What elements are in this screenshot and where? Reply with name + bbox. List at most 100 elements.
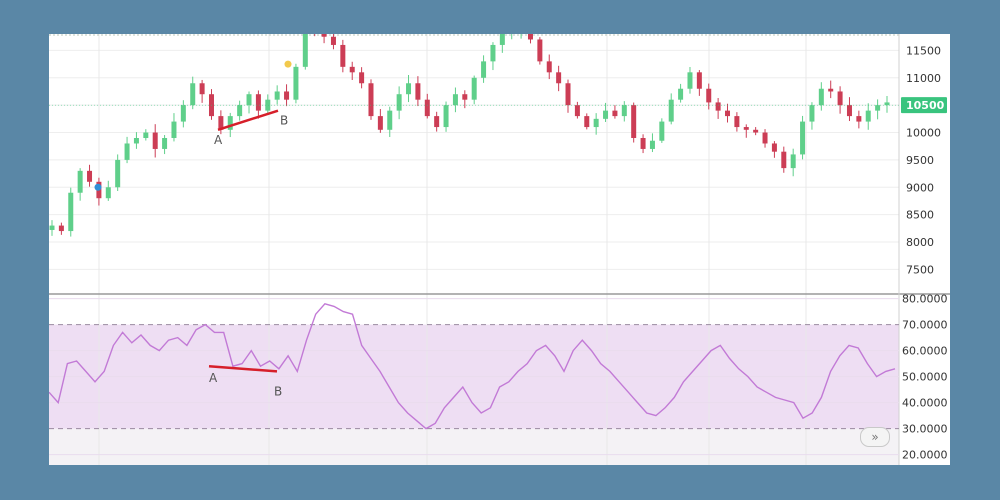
candle-body [284, 91, 290, 100]
candle-body [180, 105, 186, 122]
candle-body [790, 154, 796, 169]
candle-body [865, 110, 871, 122]
candle-body [237, 105, 243, 117]
candle-body [143, 132, 149, 138]
candle-body [349, 66, 355, 73]
price-axis-tick-label: 9000 [906, 181, 934, 194]
candle-body [649, 140, 655, 149]
candle-body [762, 132, 768, 144]
chart-svg: A B 11500 11000 10500 10000 9500 9000 8500 8000 75… [49, 34, 950, 465]
candle-body [462, 94, 468, 100]
candle-body [218, 116, 224, 130]
scroll-to-latest-button[interactable]: » [860, 427, 890, 447]
candle-body [612, 110, 618, 117]
current-price-label: 10500 [906, 99, 945, 112]
candle-body [781, 151, 787, 169]
candle-body [546, 61, 552, 73]
rsi-axis-tick-label: 80.0000 [902, 293, 948, 306]
candle-body [771, 143, 777, 152]
candle-body [227, 116, 233, 130]
candle-body [659, 121, 665, 141]
candle-body [809, 105, 815, 122]
candle-body [105, 187, 111, 199]
candle-body [668, 99, 674, 122]
candle-body [190, 83, 196, 106]
candle-body [565, 83, 571, 106]
candle-body [293, 66, 299, 100]
rsi-axis-tick-label: 70.0000 [902, 319, 948, 332]
rsi-axis-tick-label: 40.0000 [902, 397, 948, 410]
candle-body [696, 72, 702, 89]
candle-body [715, 102, 721, 111]
candle-body [490, 44, 496, 62]
candle-body [171, 121, 177, 138]
candle-body [678, 88, 684, 100]
candle-body [884, 102, 890, 106]
rsi-axis-tick-label: 30.0000 [902, 423, 948, 436]
candle-body [687, 72, 693, 89]
candle-body [396, 94, 402, 111]
candle-body [387, 110, 393, 130]
candle-body [406, 83, 412, 95]
candle-body [603, 110, 609, 119]
candle-body [124, 143, 130, 160]
price-axis-tick-label: 11500 [906, 44, 941, 57]
candle-body [246, 94, 252, 106]
candle-body [818, 88, 824, 106]
candle-body [725, 110, 731, 117]
candle-body [359, 72, 365, 84]
candle-body [321, 34, 327, 37]
rsi-line [49, 303, 896, 430]
candle-body [162, 138, 168, 149]
candle-body [199, 83, 205, 95]
candle-body [556, 72, 562, 84]
candle-body [471, 77, 477, 100]
rsi-axis-tick-label: 60.0000 [902, 345, 948, 358]
candle-body [593, 118, 599, 128]
yellow-signal-marker [284, 60, 292, 68]
candle-body [584, 116, 590, 128]
candle-body [115, 159, 121, 188]
price-trendline-ab [217, 109, 279, 131]
candle-body [340, 44, 346, 67]
candle-body [452, 94, 458, 106]
candle-body [274, 91, 280, 100]
candle-body [706, 88, 712, 103]
candle-body [537, 39, 543, 62]
candle-body [640, 138, 646, 149]
candle-body [837, 91, 843, 106]
candle-body [68, 192, 74, 232]
candle-body [49, 225, 55, 230]
candle-body [265, 99, 271, 111]
candle-body [58, 225, 64, 232]
candle-body [574, 105, 580, 117]
candle-body [621, 105, 627, 117]
rsi-trendline-ab [208, 364, 278, 373]
candle-body [368, 83, 374, 117]
candle-body [875, 105, 881, 111]
chart-frame: A B 11500 11000 10500 10000 9500 9000 8500 8000 75… [49, 34, 950, 465]
price-axis-tick-label: 10000 [906, 127, 941, 140]
candle-body [377, 116, 383, 130]
rsi-lower-region [49, 428, 899, 465]
candle-body [743, 127, 749, 130]
candle-body [255, 94, 261, 111]
candle-body [330, 36, 336, 45]
candle-body [631, 105, 637, 138]
candle-body [828, 88, 834, 92]
candle-body [133, 138, 139, 144]
candle-body [424, 99, 430, 117]
candle-body [846, 105, 852, 117]
rsi-axis-tick-label: 50.0000 [902, 371, 948, 384]
candle-body [856, 116, 862, 122]
candle-body [481, 61, 487, 78]
candle-body [152, 132, 158, 149]
candle-body [753, 129, 759, 133]
rsi-label-b: B [274, 384, 282, 398]
price-label-b: B [280, 114, 288, 128]
candle-body [302, 34, 308, 67]
candle-body [434, 116, 440, 128]
candle-body [77, 170, 83, 193]
candle-body [499, 34, 505, 45]
price-axis-tick-label: 8500 [906, 209, 934, 222]
